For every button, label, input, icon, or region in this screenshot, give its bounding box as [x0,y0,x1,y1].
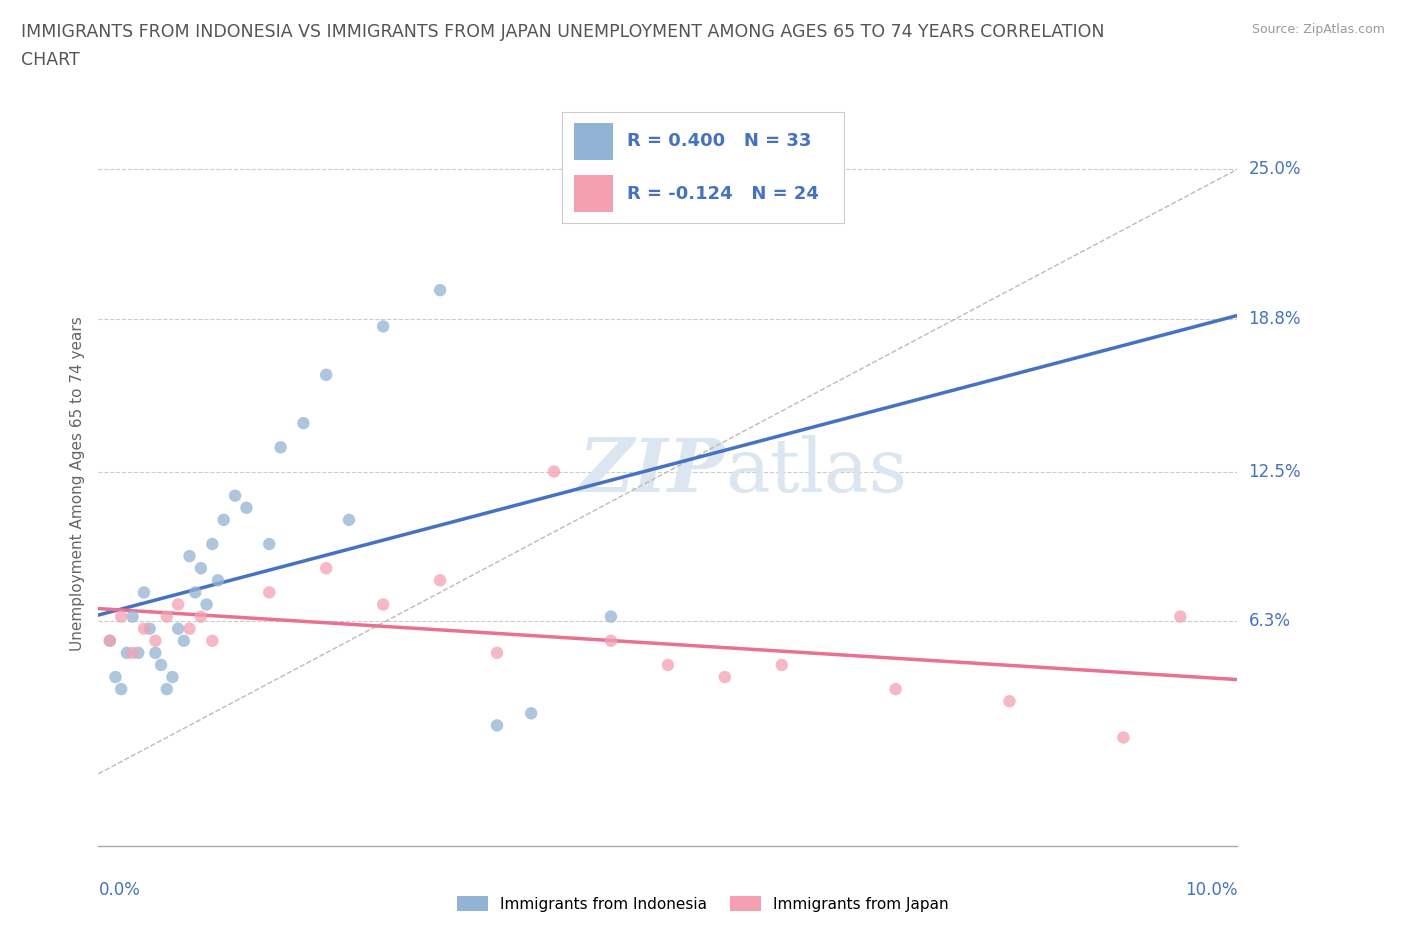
Text: IMMIGRANTS FROM INDONESIA VS IMMIGRANTS FROM JAPAN UNEMPLOYMENT AMONG AGES 65 TO: IMMIGRANTS FROM INDONESIA VS IMMIGRANTS … [21,23,1105,41]
Point [179,621,201,636]
Point [235,500,257,515]
Point [179,549,201,564]
Point [127,645,149,660]
Point [190,609,212,624]
Point [110,609,132,624]
Point [371,319,394,334]
Text: 18.8%: 18.8% [1249,311,1301,328]
Point [1112,730,1135,745]
Point [884,682,907,697]
Point [520,706,543,721]
Text: atlas: atlas [725,435,907,508]
Point [259,585,281,600]
Text: 6.3%: 6.3% [1249,613,1291,631]
Text: 25.0%: 25.0% [1249,160,1301,179]
Point [190,561,212,576]
Y-axis label: Unemployment Among Ages 65 to 74 years: Unemployment Among Ages 65 to 74 years [69,316,84,651]
Point [770,658,793,672]
Text: 12.5%: 12.5% [1249,462,1301,481]
Legend: Immigrants from Indonesia, Immigrants from Japan: Immigrants from Indonesia, Immigrants fr… [451,889,955,918]
Point [195,597,218,612]
Point [167,597,190,612]
Point [337,512,360,527]
Point [121,645,143,660]
Text: CHART: CHART [21,51,80,69]
Point [132,621,155,636]
Point [270,440,292,455]
Point [315,561,337,576]
Point [110,682,132,697]
Point [315,367,337,382]
Point [121,609,143,624]
Text: Source: ZipAtlas.com: Source: ZipAtlas.com [1251,23,1385,36]
Point [714,670,737,684]
Point [600,633,623,648]
Point [259,537,281,551]
Point [207,573,229,588]
Text: R = -0.124   N = 24: R = -0.124 N = 24 [627,185,818,203]
Text: ZIP: ZIP [578,435,725,508]
Text: 0.0%: 0.0% [98,881,141,899]
Point [486,645,509,660]
Point [104,670,127,684]
Text: R = 0.400   N = 33: R = 0.400 N = 33 [627,132,811,150]
Point [98,633,121,648]
Point [115,645,138,660]
Point [371,597,394,612]
Point [167,621,190,636]
Point [543,464,565,479]
Point [1170,609,1192,624]
Text: 10.0%: 10.0% [1185,881,1237,899]
Point [600,609,623,624]
FancyBboxPatch shape [574,175,613,212]
Point [998,694,1021,709]
Point [224,488,246,503]
FancyBboxPatch shape [574,123,613,160]
Point [429,283,451,298]
Point [150,658,173,672]
Point [201,537,224,551]
Point [98,633,121,648]
Point [173,633,195,648]
Point [292,416,315,431]
Point [212,512,235,527]
Point [657,658,679,672]
Point [145,645,167,660]
Point [156,682,179,697]
Point [201,633,224,648]
Point [486,718,509,733]
Point [162,670,184,684]
Point [156,609,179,624]
Point [132,585,155,600]
Point [138,621,160,636]
Point [184,585,207,600]
Point [145,633,167,648]
Point [429,573,451,588]
